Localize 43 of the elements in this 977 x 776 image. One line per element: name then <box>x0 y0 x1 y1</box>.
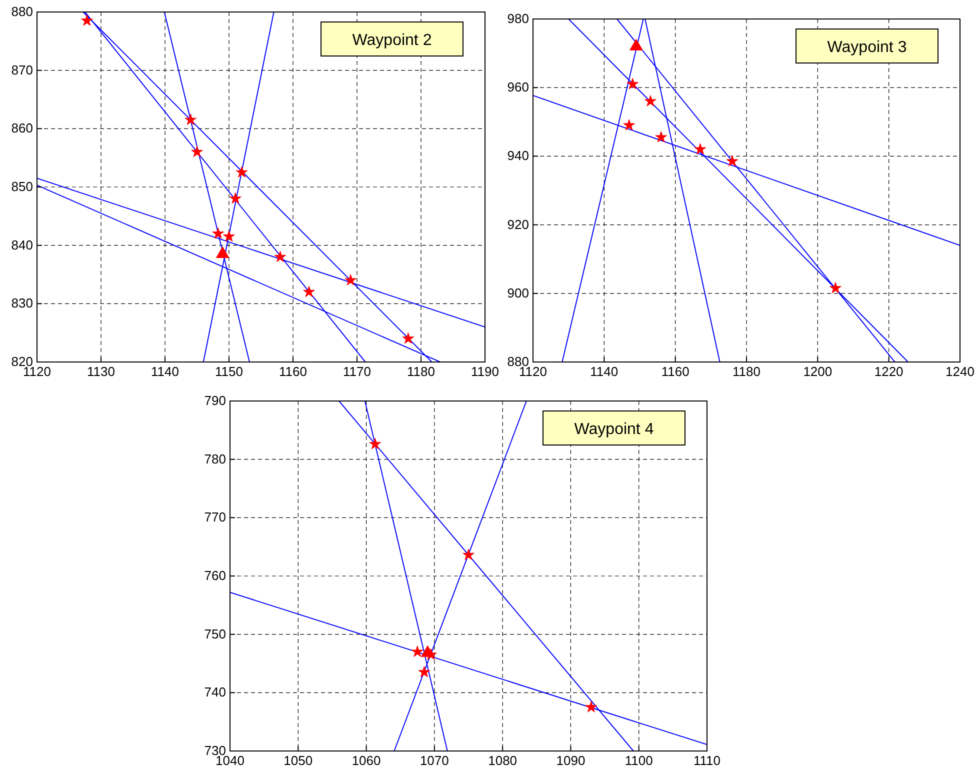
x-tick-label: 1140 <box>590 364 618 379</box>
annotation: Waypoint 2 <box>352 32 432 49</box>
x-tick-label: 1060 <box>352 753 381 768</box>
note-box: Waypoint 3 <box>796 28 938 64</box>
x-tick-label: 1220 <box>874 364 904 379</box>
x-tick-label: 1100 <box>624 753 653 768</box>
x-tick-label: 1160 <box>661 364 690 379</box>
x-tick-label: 1190 <box>471 364 499 379</box>
y-tick-label: 760 <box>204 568 226 583</box>
x-tick-label: 1150 <box>215 364 243 379</box>
x-tick-label: 1240 <box>946 364 974 379</box>
y-tick-label: 830 <box>11 296 33 311</box>
x-tick-label: 1080 <box>488 753 518 768</box>
y-tick-label: 770 <box>204 510 226 525</box>
x-tick-label: 1110 <box>694 753 720 768</box>
y-tick-label: 900 <box>507 285 529 300</box>
x-tick-label: 1160 <box>279 364 307 379</box>
y-tick-label: 780 <box>204 451 226 466</box>
y-tick-label: 920 <box>507 216 529 232</box>
x-tick-label: 1140 <box>151 364 179 379</box>
x-tick-label: 1130 <box>87 364 115 379</box>
annotation: Waypoint 3 <box>827 39 907 56</box>
x-tick-label: 1200 <box>803 364 832 379</box>
note-box: Waypoint 2 <box>320 22 464 56</box>
y-tick-label: 960 <box>507 80 529 95</box>
y-tick-label: 850 <box>11 179 33 194</box>
y-tick-label: 980 <box>507 11 529 26</box>
y-tick-label: 940 <box>507 148 529 164</box>
y-tick-label: 870 <box>11 62 33 78</box>
x-tick-label: 1050 <box>284 753 313 768</box>
annotation: Waypoint 4 <box>574 421 654 438</box>
x-tick-label: 1180 <box>407 364 435 379</box>
y-tick-label: 840 <box>11 237 33 252</box>
x-tick-label: 1170 <box>343 364 371 379</box>
y-tick-label: 790 <box>204 393 226 408</box>
y-tick-label: 750 <box>204 626 226 642</box>
x-tick-label: 1070 <box>420 753 449 768</box>
y-tick-label: 740 <box>204 684 226 700</box>
x-tick-label: 1180 <box>732 364 760 379</box>
y-tick-label: 880 <box>11 4 33 19</box>
note-box: Waypoint 4 <box>542 410 686 446</box>
x-tick-label: 1090 <box>556 753 586 768</box>
y-tick-label: 860 <box>11 120 33 136</box>
